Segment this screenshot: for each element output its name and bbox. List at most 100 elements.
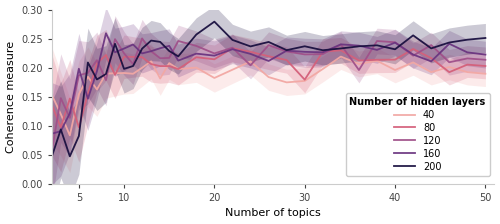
160 — [121, 47, 127, 50]
80 — [94, 62, 100, 65]
40 — [284, 81, 290, 84]
120 — [49, 150, 55, 153]
200 — [338, 47, 344, 50]
200 — [194, 33, 200, 36]
200 — [482, 37, 488, 39]
80 — [410, 48, 416, 50]
120 — [410, 54, 416, 57]
120 — [320, 53, 326, 56]
160 — [166, 45, 172, 47]
40 — [464, 71, 470, 73]
200 — [410, 34, 416, 37]
80 — [175, 68, 181, 71]
160 — [410, 53, 416, 56]
80 — [49, 103, 55, 106]
120 — [112, 38, 118, 41]
80 — [482, 65, 488, 67]
120 — [482, 58, 488, 61]
160 — [139, 52, 145, 55]
120 — [148, 50, 154, 53]
80 — [464, 63, 470, 66]
Line: 40: 40 — [52, 57, 486, 135]
80 — [266, 55, 272, 58]
200 — [121, 68, 127, 70]
40 — [58, 113, 64, 115]
120 — [139, 37, 145, 40]
200 — [130, 65, 136, 67]
40 — [112, 72, 118, 75]
160 — [356, 44, 362, 47]
80 — [130, 56, 136, 58]
80 — [67, 97, 73, 100]
40 — [230, 68, 235, 71]
120 — [248, 64, 254, 67]
80 — [374, 58, 380, 61]
Line: 160: 160 — [52, 33, 486, 134]
40 — [49, 93, 55, 96]
200 — [166, 50, 172, 52]
200 — [85, 61, 91, 64]
120 — [338, 43, 344, 46]
200 — [76, 135, 82, 137]
80 — [212, 58, 218, 61]
200 — [374, 44, 380, 47]
200 — [266, 41, 272, 43]
40 — [356, 63, 362, 65]
X-axis label: Number of topics: Number of topics — [225, 209, 321, 218]
40 — [148, 60, 154, 63]
40 — [266, 76, 272, 78]
120 — [230, 46, 235, 49]
120 — [94, 59, 100, 62]
120 — [284, 50, 290, 53]
200 — [464, 38, 470, 41]
120 — [67, 116, 73, 119]
200 — [139, 47, 145, 50]
40 — [166, 62, 172, 65]
120 — [212, 52, 218, 55]
40 — [157, 77, 163, 80]
120 — [194, 45, 200, 47]
Legend: 40, 80, 120, 160, 200: 40, 80, 120, 160, 200 — [346, 93, 490, 176]
120 — [266, 44, 272, 47]
200 — [157, 41, 163, 43]
80 — [338, 49, 344, 52]
200 — [103, 73, 109, 75]
200 — [284, 49, 290, 52]
160 — [302, 50, 308, 53]
160 — [284, 49, 290, 52]
200 — [148, 39, 154, 42]
80 — [446, 71, 452, 73]
120 — [392, 41, 398, 44]
160 — [194, 52, 200, 55]
160 — [266, 60, 272, 62]
80 — [356, 59, 362, 62]
40 — [446, 66, 452, 68]
80 — [230, 47, 235, 50]
160 — [320, 51, 326, 54]
160 — [85, 97, 91, 100]
80 — [302, 78, 308, 81]
120 — [166, 57, 172, 59]
160 — [212, 54, 218, 57]
200 — [230, 39, 235, 41]
40 — [121, 72, 127, 74]
200 — [392, 48, 398, 51]
200 — [58, 128, 64, 131]
120 — [157, 57, 163, 60]
120 — [374, 40, 380, 42]
Line: 80: 80 — [52, 48, 486, 127]
160 — [157, 47, 163, 50]
Line: 120: 120 — [52, 38, 486, 151]
120 — [130, 63, 136, 65]
Y-axis label: Coherence measure: Coherence measure — [6, 41, 16, 153]
120 — [103, 79, 109, 82]
160 — [58, 130, 64, 133]
40 — [482, 72, 488, 75]
120 — [76, 74, 82, 77]
80 — [148, 63, 154, 65]
80 — [85, 93, 91, 95]
80 — [428, 57, 434, 59]
200 — [302, 45, 308, 48]
120 — [464, 57, 470, 60]
Line: 200: 200 — [52, 22, 486, 157]
